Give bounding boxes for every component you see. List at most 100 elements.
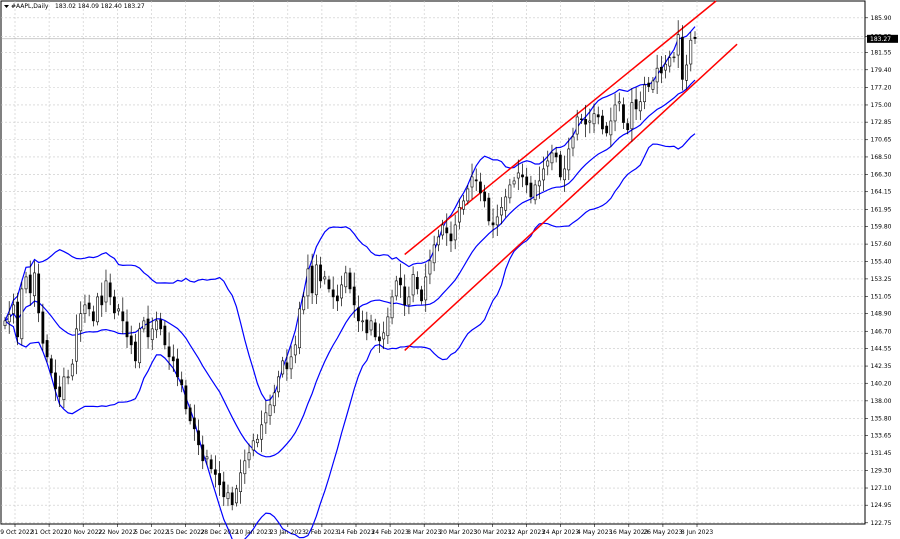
price-axis: 185.90183.55181.55179.40177.20175.00172.… [865,15,892,527]
candle-body [184,385,188,410]
y-tick-label: 170.65 [871,137,892,144]
candle-body [672,56,676,59]
candle-body [167,346,171,358]
candle-body [596,114,600,118]
candle-body [41,311,45,344]
candle-body [104,280,108,303]
candles [3,20,697,511]
candle-body [651,80,655,90]
x-tick-label: 8 Jun 2023 [681,529,713,536]
candle-body [550,152,554,164]
candle-body [512,180,516,185]
x-tick-label: 14 Feb 2023 [337,529,375,536]
x-tick-label: 16 May 2023 [609,529,648,536]
candle-body [121,311,125,322]
candle-body [580,118,583,120]
candle-body [411,274,415,296]
candle-body [70,363,74,377]
x-tick-label: 20 Mar 2023 [439,529,477,536]
candle-body [407,296,411,306]
candle-body [335,295,339,302]
candle-body [28,274,32,294]
candle-body [192,417,196,430]
candle-body [483,191,487,202]
candle-body [293,344,297,356]
x-tick-label: 2 Feb 2023 [305,529,339,536]
channel-lower-line[interactable] [404,43,738,352]
candle-body [150,328,154,341]
current-price-label: 183.27 [870,36,891,43]
channel-upper-line[interactable] [404,0,717,256]
candle-body [584,119,588,125]
candle-body [613,104,617,122]
candle-body [373,322,377,338]
candle-body [24,276,28,290]
x-tick-label: 23 Jan 2023 [270,529,306,536]
candle-body [386,316,390,337]
candle-body [592,113,596,125]
candle-body [159,319,163,330]
candle-body [91,311,95,322]
candle-body [163,325,167,346]
y-tick-label: 127.10 [871,485,892,492]
candle-body [521,174,524,178]
candle-body [504,196,508,211]
x-tick-label: 15 Dec 2022 [166,529,205,536]
candle-body [567,148,571,171]
candle-body [16,301,20,338]
x-tick-label: 5 Dec 2022 [134,529,169,536]
candle-body [605,125,609,134]
y-tick-label: 181.55 [871,50,892,57]
candle-body [298,308,301,349]
candle-body [693,37,697,39]
y-tick-label: 135.80 [871,415,892,422]
candle-body [462,200,465,210]
y-tick-label: 122.75 [871,520,892,527]
candle-body [676,34,680,56]
candle-body [445,227,449,234]
y-tick-label: 155.40 [871,259,892,266]
candle-body [20,288,24,340]
candle-body [218,473,221,486]
candle-body [689,39,693,65]
candle-body [205,456,209,460]
candle-body [138,328,142,364]
candle-body [436,236,440,246]
x-tick-label: 22 Nov 2022 [98,529,137,536]
bollinger-lower-band [4,133,696,539]
candle-body [424,276,428,301]
grid-lines [1,1,865,524]
candle-body [588,120,592,123]
candle-body [239,472,243,492]
y-tick-label: 159.80 [871,224,892,231]
candle-body [251,440,255,451]
candle-body [542,168,545,181]
candle-body [390,296,394,319]
candle-body [54,372,57,390]
candle-body [457,207,461,223]
candle-body [630,102,634,130]
candle-body [394,280,398,297]
candle-body [432,244,436,264]
candle-body [525,176,529,186]
y-tick-label: 144.55 [871,345,892,352]
candle-body [378,336,381,342]
candle-body [49,358,53,374]
candle-body [100,295,104,306]
candle-body [256,438,259,444]
candle-body [171,356,175,362]
candle-body [213,469,217,475]
candle-body [474,179,478,182]
candle-body [382,332,386,340]
candle-body [617,101,621,104]
candle-body [453,224,457,241]
collapse-triangle-icon[interactable] [4,5,9,8]
candle-body [180,379,184,386]
candle-body [668,57,672,67]
x-tick-label: 4 May 2023 [577,529,612,536]
candle-body [125,321,129,338]
candle-body [226,492,230,500]
candle-body [680,37,684,80]
x-tick-label: 26 May 2023 [643,529,682,536]
